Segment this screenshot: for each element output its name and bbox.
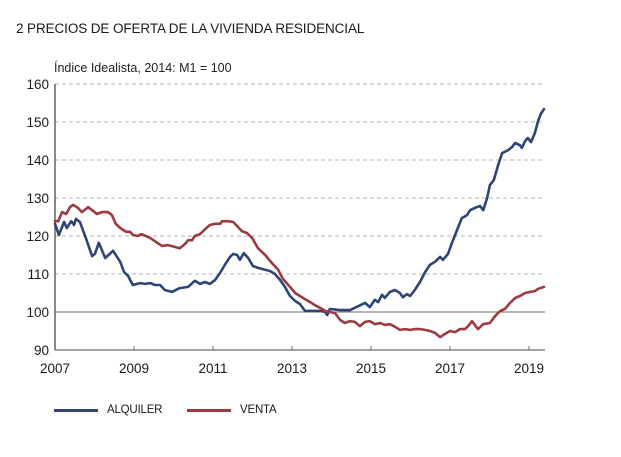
gridlines [55,83,545,313]
legend-item-venta: VENTA [187,404,277,416]
y-tick-label: 100 [26,305,49,320]
y-tick-label: 150 [26,115,49,130]
y-tick-label: 140 [26,153,49,168]
legend-label-alquiler: ALQUILER [107,404,163,416]
y-tick-label: 90 [34,343,49,358]
x-tick-label: 2015 [356,361,386,376]
chart-subtitle: Índice Idealista, 2014: M1 = 100 [54,61,232,75]
y-tick-label: 130 [26,191,49,206]
x-tick-label: 2011 [198,361,227,376]
x-tick-label: 2013 [277,361,307,376]
x-tick-label: 2009 [119,361,149,376]
y-tick-label: 120 [26,229,49,244]
series-line-alquiler [53,107,546,317]
legend-label-venta: VENTA [240,404,277,416]
chart-title: 2 PRECIOS DE OFERTA DE LA VIVIENDA RESID… [16,21,365,36]
series-lines [53,107,546,339]
x-tick-label: 2017 [435,361,465,376]
axes [54,84,545,351]
y-tick-label: 160 [26,77,49,92]
x-tick-label: 2007 [40,361,70,376]
tick-labels: 90 100 110 120 130 140 150 160 2007 2009 2011 2013 2… [26,77,544,376]
y-tick-label: 110 [27,267,49,282]
series-line-venta [53,203,546,339]
legend-swatch-venta [187,408,231,412]
x-tick-label: 2019 [514,361,544,376]
legend-item-alquiler: ALQUILER [54,404,162,416]
legend-swatch-alquiler [54,408,98,412]
